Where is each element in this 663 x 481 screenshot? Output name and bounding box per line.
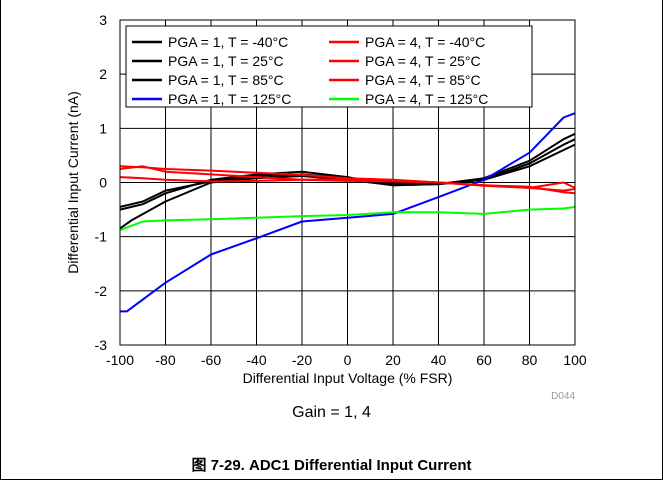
y-tick-label: 2 — [99, 66, 107, 82]
x-tick-label: 0 — [344, 352, 352, 368]
x-tick-label: 20 — [385, 352, 401, 368]
x-tick-label: -40 — [246, 352, 266, 368]
x-tick-label: -60 — [201, 352, 221, 368]
x-tick-label: 40 — [431, 352, 447, 368]
gain-note: Gain = 1, 4 — [292, 404, 371, 421]
legend-label: PGA = 1, T = 125°C — [168, 91, 291, 107]
legend-label: PGA = 1, T = 85°C — [168, 72, 284, 88]
x-tick-label: -80 — [155, 352, 175, 368]
y-tick-label: 3 — [99, 12, 107, 28]
series-line-8 — [119, 205, 576, 232]
legend-label: PGA = 4, T = 25°C — [365, 53, 481, 69]
series-line-4 — [120, 112, 576, 313]
series-line-1 — [119, 143, 576, 211]
legend-label: PGA = 1, T = 25°C — [168, 53, 284, 69]
legend-box — [125, 25, 533, 108]
series-line-7 — [119, 176, 576, 189]
figure-code: D044 — [551, 391, 575, 400]
x-axis-label: Differential Input Voltage (% FSR) — [243, 370, 453, 386]
y-tick-label: 0 — [99, 175, 107, 191]
y-tick-label: -3 — [95, 337, 108, 353]
x-tick-label: -100 — [106, 352, 134, 368]
plot-area — [119, 19, 576, 346]
x-tick-label: 100 — [563, 352, 587, 368]
x-tick-label: -20 — [292, 352, 312, 368]
line-chart: -100 -80 -60 -40 -20 0 20 40 60 80 100 -3 -2 -1 0 1 2 3 Di… — [65, 12, 587, 400]
x-tick-label: 60 — [476, 352, 492, 368]
legend-label: PGA = 4, T = 125°C — [365, 91, 488, 107]
x-tick-label: 80 — [522, 352, 538, 368]
legend-label: PGA = 4, T = 85°C — [365, 72, 481, 88]
figure-caption: 图 7-29. ADC1 Differential Input Current — [191, 457, 472, 474]
series-line-6 — [119, 165, 576, 195]
y-tick-label: -1 — [95, 229, 108, 245]
y-tick-label: 1 — [99, 120, 107, 136]
y-tick-label: -2 — [95, 283, 108, 299]
y-axis-label: Differential Input Current (nA) — [65, 91, 81, 274]
legend-label: PGA = 4, T = -40°C — [365, 34, 485, 50]
legend-label: PGA = 1, T = -40°C — [168, 34, 288, 50]
